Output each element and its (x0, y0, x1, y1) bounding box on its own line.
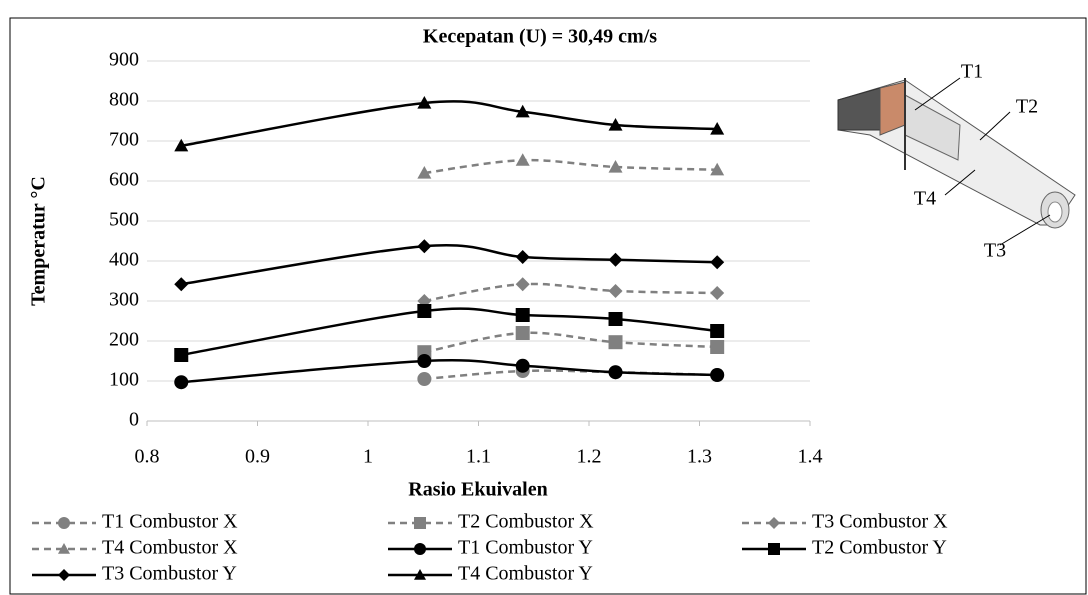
marker (609, 365, 623, 379)
y-tick-label: 900 (109, 49, 139, 71)
x-tick-label: 1.4 (798, 446, 823, 468)
y-tick-label: 100 (109, 369, 139, 391)
marker (414, 543, 426, 555)
marker (768, 543, 780, 555)
annotation: T3 (984, 240, 1006, 262)
x-tick-label: 1.1 (466, 446, 491, 468)
y-tick-label: 800 (109, 89, 139, 111)
marker (417, 372, 431, 386)
marker (516, 308, 530, 322)
annotation: T1 (961, 61, 983, 83)
x-axis-label: Rasio Ekuivalen (408, 479, 547, 501)
legend-label: T4 Combustor X (102, 537, 238, 559)
marker (414, 517, 426, 529)
marker (710, 340, 724, 354)
annotation: T4 (914, 188, 936, 210)
x-tick-label: 0.8 (135, 446, 160, 468)
x-tick-label: 1.2 (577, 446, 602, 468)
marker (174, 375, 188, 389)
marker (174, 348, 188, 362)
marker (609, 312, 623, 326)
marker (417, 304, 431, 318)
legend-label: T4 Combustor Y (458, 563, 593, 585)
x-tick-label: 0.9 (245, 446, 270, 468)
legend-label: T1 Combustor Y (458, 537, 593, 559)
x-tick-label: 1 (363, 446, 373, 468)
y-tick-label: 600 (109, 169, 139, 191)
y-axis-label: Temperatur °C (28, 176, 50, 306)
marker (516, 326, 530, 340)
y-tick-label: 0 (129, 409, 139, 431)
marker (609, 335, 623, 349)
y-tick-label: 700 (109, 129, 139, 151)
legend-label: T3 Combustor X (812, 511, 948, 533)
marker (417, 354, 431, 368)
chart: Kecepatan (U) = 30,49 cm/s Rasio Ekuival… (0, 0, 1088, 595)
y-tick-label: 300 (109, 289, 139, 311)
legend-label: T2 Combustor Y (812, 537, 947, 559)
annotation: T2 (1016, 96, 1038, 118)
marker (710, 368, 724, 382)
marker (516, 359, 530, 373)
legend-label: T1 Combustor X (102, 511, 238, 533)
legend-label: T3 Combustor Y (102, 563, 237, 585)
y-tick-label: 400 (109, 249, 139, 271)
chart-title: Kecepatan (U) = 30,49 cm/s (423, 26, 657, 48)
marker (58, 517, 70, 529)
legend-label: T2 Combustor X (458, 511, 594, 533)
y-tick-label: 500 (109, 209, 139, 231)
marker (710, 324, 724, 338)
x-tick-label: 1.3 (687, 446, 712, 468)
y-tick-label: 200 (109, 329, 139, 351)
